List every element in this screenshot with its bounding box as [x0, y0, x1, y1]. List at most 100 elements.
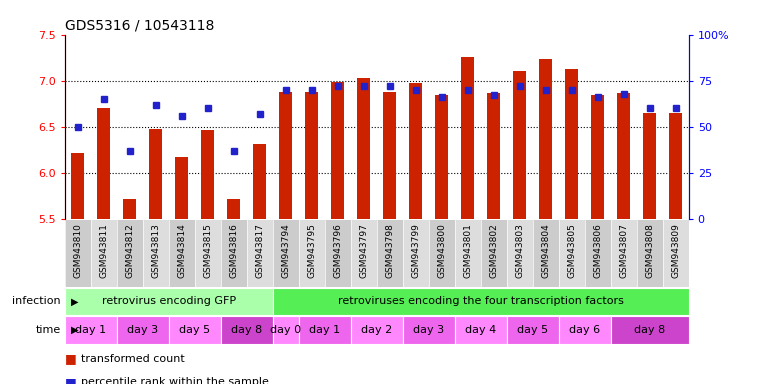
Text: day 0: day 0: [270, 325, 301, 335]
Text: GSM943805: GSM943805: [567, 223, 576, 278]
Bar: [461, 57, 474, 219]
Bar: [559, 220, 584, 287]
Bar: [487, 93, 500, 219]
Bar: [272, 316, 298, 344]
Text: GSM943797: GSM943797: [359, 223, 368, 278]
Text: day 5: day 5: [517, 325, 548, 335]
Bar: [357, 78, 370, 219]
Bar: [72, 152, 84, 219]
Bar: [428, 220, 455, 287]
Bar: [65, 316, 116, 344]
Text: time: time: [36, 325, 61, 335]
Text: GSM943810: GSM943810: [73, 223, 82, 278]
Bar: [169, 316, 221, 344]
Text: GSM943815: GSM943815: [203, 223, 212, 278]
Bar: [201, 131, 214, 219]
Bar: [377, 220, 403, 287]
Bar: [533, 220, 559, 287]
Text: GDS5316 / 10543118: GDS5316 / 10543118: [65, 18, 214, 32]
Text: GSM943795: GSM943795: [307, 223, 316, 278]
Text: day 8: day 8: [634, 325, 665, 335]
Bar: [143, 220, 169, 287]
Bar: [455, 220, 481, 287]
Text: GSM943799: GSM943799: [411, 223, 420, 278]
Text: GSM943798: GSM943798: [385, 223, 394, 278]
Bar: [565, 69, 578, 219]
Text: retrovirus encoding GFP: retrovirus encoding GFP: [102, 296, 236, 306]
Bar: [123, 199, 136, 219]
Bar: [228, 199, 240, 219]
Bar: [409, 83, 422, 219]
Bar: [591, 95, 604, 219]
Text: GSM943813: GSM943813: [151, 223, 160, 278]
Bar: [455, 316, 507, 344]
Bar: [195, 220, 221, 287]
Bar: [351, 316, 403, 344]
Text: percentile rank within the sample: percentile rank within the sample: [81, 377, 269, 384]
Text: retroviruses encoding the four transcription factors: retroviruses encoding the four transcrip…: [338, 296, 623, 306]
Bar: [116, 316, 169, 344]
Bar: [65, 288, 272, 315]
Bar: [272, 288, 689, 315]
Text: GSM943811: GSM943811: [99, 223, 108, 278]
Bar: [559, 316, 610, 344]
Text: ■: ■: [65, 353, 76, 366]
Bar: [403, 316, 455, 344]
Text: infection: infection: [12, 296, 61, 306]
Bar: [481, 220, 507, 287]
Text: GSM943806: GSM943806: [594, 223, 602, 278]
Text: GSM943817: GSM943817: [255, 223, 264, 278]
Bar: [279, 92, 292, 219]
Text: GSM943804: GSM943804: [541, 223, 550, 278]
Text: GSM943802: GSM943802: [489, 223, 498, 278]
Bar: [253, 144, 266, 219]
Bar: [169, 220, 195, 287]
Text: GSM943796: GSM943796: [333, 223, 342, 278]
Text: day 8: day 8: [231, 325, 263, 335]
Text: GSM943803: GSM943803: [515, 223, 524, 278]
Text: day 5: day 5: [179, 325, 210, 335]
Bar: [351, 220, 377, 287]
Bar: [65, 220, 91, 287]
Bar: [331, 83, 344, 219]
Text: GSM943816: GSM943816: [229, 223, 238, 278]
Text: GSM943794: GSM943794: [282, 223, 290, 278]
Text: ▶: ▶: [71, 296, 78, 306]
Text: day 2: day 2: [361, 325, 393, 335]
Text: GSM943801: GSM943801: [463, 223, 472, 278]
Bar: [91, 220, 116, 287]
Bar: [610, 220, 637, 287]
Bar: [221, 220, 247, 287]
Bar: [221, 316, 272, 344]
Bar: [298, 220, 325, 287]
Bar: [617, 93, 630, 219]
Bar: [403, 220, 428, 287]
Text: GSM943809: GSM943809: [671, 223, 680, 278]
Bar: [298, 316, 351, 344]
Bar: [384, 92, 396, 219]
Text: day 6: day 6: [569, 325, 600, 335]
Bar: [513, 71, 526, 219]
Bar: [97, 108, 110, 219]
Bar: [637, 220, 663, 287]
Bar: [435, 95, 448, 219]
Bar: [643, 113, 656, 219]
Text: GSM943808: GSM943808: [645, 223, 654, 278]
Text: GSM943814: GSM943814: [177, 223, 186, 278]
Text: transformed count: transformed count: [81, 354, 185, 364]
Bar: [584, 220, 611, 287]
Bar: [507, 316, 559, 344]
Bar: [325, 220, 351, 287]
Text: ▶: ▶: [71, 325, 78, 335]
Bar: [610, 316, 689, 344]
Text: GSM943807: GSM943807: [619, 223, 628, 278]
Bar: [175, 157, 188, 219]
Text: ■: ■: [65, 376, 76, 384]
Bar: [507, 220, 533, 287]
Bar: [669, 113, 682, 219]
Bar: [247, 220, 272, 287]
Bar: [116, 220, 143, 287]
Text: day 1: day 1: [309, 325, 340, 335]
Text: GSM943800: GSM943800: [438, 223, 446, 278]
Bar: [305, 92, 318, 219]
